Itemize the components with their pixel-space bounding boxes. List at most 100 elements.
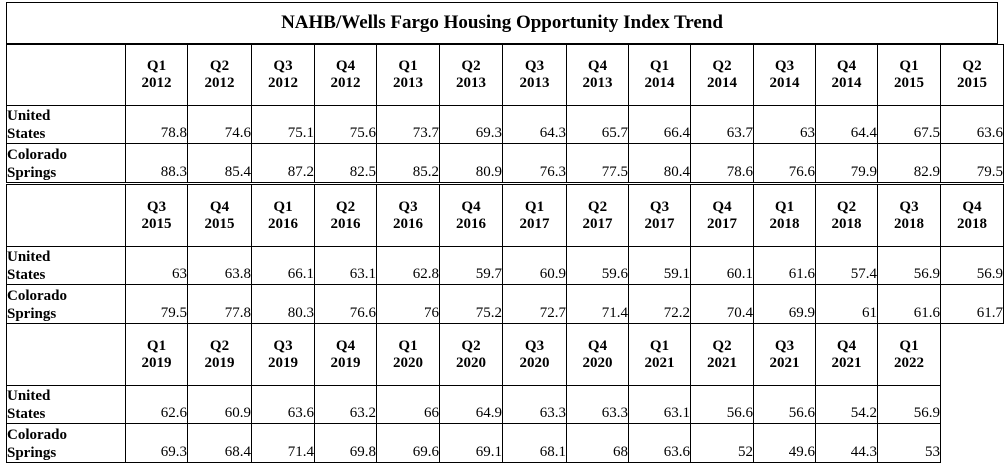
column-header: Q2 2014 [690,44,754,106]
value-cell: 69.9 [753,284,816,324]
table-block-2019-2022: Q1 2019 Q2 2019 Q3 2019 Q4 2019 Q1 2020 Q2 2020 Q3 20… [6,323,1004,463]
value-cell: 60.1 [690,246,754,285]
value-cell: 63 [753,105,816,144]
column-header: Q2 2020 [439,323,503,386]
value-cell: 82.9 [877,143,941,183]
year-label: 2021 [644,354,675,371]
column-header: Q2 2019 [187,323,252,386]
year-label: 2013 [456,75,486,91]
column-header: Q4 2016 [439,184,503,247]
column-header: Q3 2014 [753,44,816,106]
value-cell: 69.6 [376,423,440,463]
column-header: Q4 2012 [314,44,377,106]
year-label: 2020 [456,354,486,371]
quarter-label: Q4 [335,58,356,74]
column-header: Q2 2017 [566,184,629,247]
column-header: Q3 2013 [502,44,567,106]
quarter-label: Q3 [398,198,418,215]
column-header: Q3 2012 [251,44,315,106]
value-cell: 54.2 [815,385,878,424]
data-table: Q3 2015 Q4 2015 Q1 2016 Q2 2016 Q3 2016 Q4 2016 Q1 20… [6,184,1004,324]
quarter-label: Q1 [899,58,919,74]
value-cell: 78.6 [690,143,754,183]
column-header: Q1 2017 [502,184,567,247]
row-label-line: States [7,267,46,283]
row-label-line: Colorado [7,427,67,443]
value-cell: 82.5 [314,143,377,183]
value-cell: 49.6 [753,423,816,463]
year-label: 2018 [831,215,862,232]
column-header: Q2 2021 [690,323,754,386]
year-label: 2018 [894,215,924,232]
quarter-label: Q2 [335,198,356,215]
value-cell: 63 [125,246,188,285]
row-label-line: United [7,249,51,265]
value-cell: 87.2 [251,143,315,183]
value-cell: 62.8 [376,246,440,285]
value-cell: 80.9 [439,143,503,183]
empty-cell [941,324,1004,386]
column-header: Q1 2018 [753,184,816,247]
table-row: United States 62.6 60.9 63.6 63.2 66 64.9 63.3 63… [6,385,1004,424]
column-header: Q1 2021 [628,323,691,386]
column-header: Q4 2020 [566,323,629,386]
year-label: 2015 [141,215,172,232]
column-header: Q2 2012 [187,44,252,106]
quarter-label: Q1 [649,337,670,354]
column-header: Q1 2015 [877,44,941,106]
quarter-label: Q3 [774,337,795,354]
value-cell: 61.6 [753,246,816,285]
quarter-label: Q2 [209,58,230,74]
value-cell: 85.2 [376,143,440,183]
quarter-label: Q4 [335,337,356,354]
value-cell: 63.7 [690,105,754,144]
value-cell: 62.6 [125,385,188,424]
value-cell: 61.6 [877,284,941,324]
value-cell: 60.9 [187,385,252,424]
quarter-label: Q4 [962,198,982,215]
year-label: 2017 [582,215,613,232]
header-row: Q3 2015 Q4 2015 Q1 2016 Q2 2016 Q3 2016 Q4 2016 Q1 20… [6,184,1004,247]
value-cell: 80.3 [251,284,315,324]
value-cell: 56.9 [877,385,941,424]
quarter-label: Q2 [712,58,732,74]
year-label: 2015 [957,75,987,91]
column-header: Q3 2017 [628,184,691,247]
quarter-label: Q1 [774,198,795,215]
column-header: Q4 2019 [314,323,377,386]
value-cell: 71.4 [566,284,629,324]
header-row: Q1 2019 Q2 2019 Q3 2019 Q4 2019 Q1 2020 Q2 2020 Q3 20… [6,323,1004,386]
quarter-label: Q3 [649,198,670,215]
year-label: 2013 [393,75,423,91]
value-cell: 61.7 [940,284,1004,324]
value-cell: 66.4 [628,105,691,144]
year-label: 2016 [393,215,423,232]
value-cell: 69.3 [439,105,503,144]
value-cell: 63.3 [566,385,629,424]
row-label-line: Springs [7,165,57,181]
column-header: Q3 2015 [125,184,188,247]
value-cell: 79.5 [940,143,1004,183]
value-cell: 70.4 [690,284,754,324]
quarter-label: Q2 [836,198,857,215]
value-cell: 76 [376,284,440,324]
year-label: 2016 [268,215,298,232]
value-cell: 74.6 [187,105,252,144]
value-cell: 63.6 [628,423,691,463]
column-header: Q4 2021 [815,323,878,386]
value-cell: 59.6 [566,246,629,285]
year-label: 2014 [707,75,737,91]
value-cell: 72.7 [502,284,567,324]
year-label: 2016 [456,215,486,232]
value-cell: 73.7 [376,105,440,144]
value-cell: 63.3 [502,385,567,424]
column-header: Q1 2016 [251,184,315,247]
value-cell: 63.1 [628,385,691,424]
value-cell: 59.1 [628,246,691,285]
year-label: 2015 [204,215,235,232]
year-label: 2012 [330,75,361,91]
year-label: 2014 [831,75,862,91]
quarter-label: Q2 [461,337,481,354]
column-header: Q3 2019 [251,323,315,386]
value-cell: 63.1 [314,246,377,285]
